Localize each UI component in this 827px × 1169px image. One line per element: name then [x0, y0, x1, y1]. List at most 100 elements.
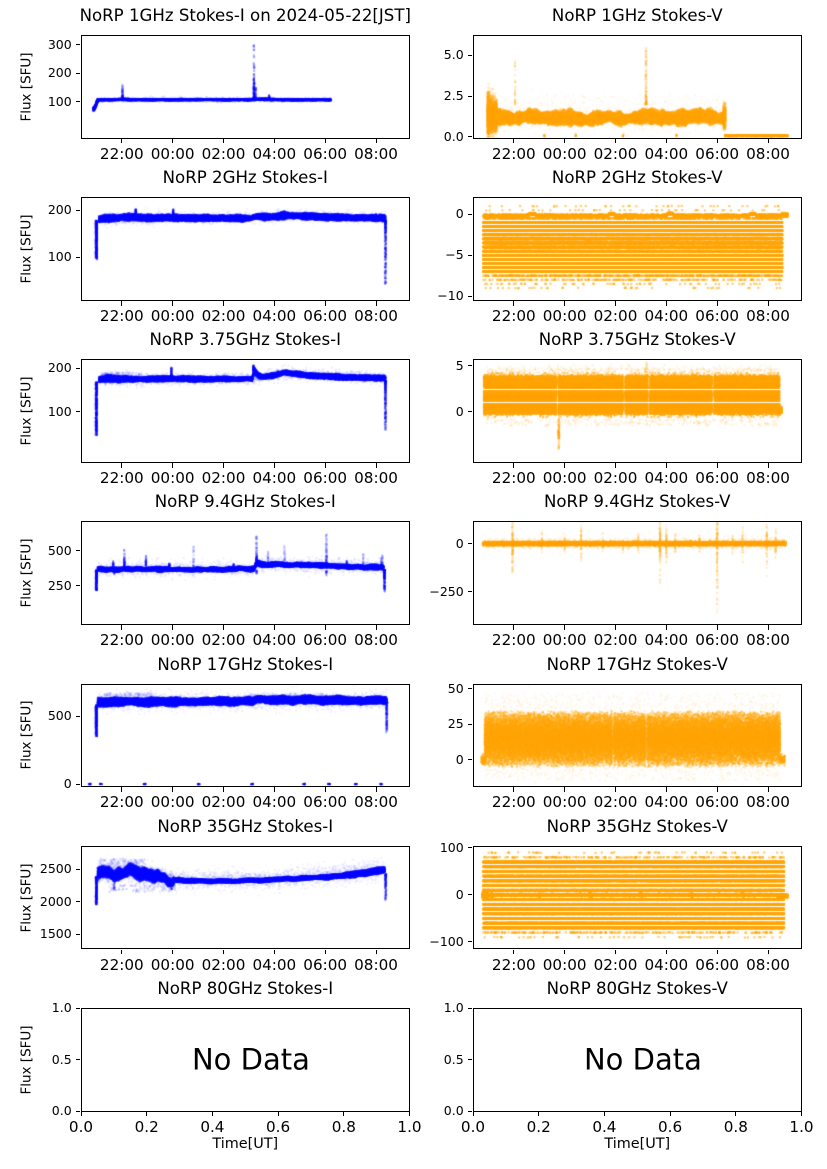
x-tick-label-norp-3.75ghz-stokes-i: 02:00 — [201, 469, 246, 488]
y-tick-label-norp-35ghz-stokes-v: 100 — [439, 839, 464, 855]
x-tick-label-norp-3.75ghz-stokes-v: 00:00 — [542, 469, 587, 488]
x-tick-norp-2ghz-stokes-i — [273, 300, 275, 306]
x-tick-label-norp-9.4ghz-stokes-v: 00:00 — [542, 631, 587, 650]
x-tick-label-norp-35ghz-stokes-v: 02:00 — [593, 955, 638, 974]
y-tick-norp-1ghz-stokes-i — [75, 101, 81, 103]
y-tick-norp-17ghz-stokes-v — [467, 688, 473, 690]
y-tick-label-norp-80ghz-stokes-i: 0.0 — [51, 1102, 72, 1118]
panel-norp-17ghz-stokes-i — [80, 683, 410, 788]
x-tick-label-norp-2ghz-stokes-i: 08:00 — [354, 306, 398, 325]
x-tick-label-norp-1ghz-stokes-i: 04:00 — [252, 144, 297, 163]
y-tick-label-norp-9.4ghz-stokes-i: 250 — [47, 577, 72, 593]
y-axis-label-norp-17ghz-stokes-i: Flux [SFU] — [17, 700, 34, 771]
panel-norp-80ghz-stokes-v — [472, 1007, 802, 1112]
y-tick-label-norp-80ghz-stokes-v: 0.0 — [443, 1102, 464, 1118]
title-norp-35ghz-stokes-v: NoRP 35GHz Stokes-V — [546, 816, 728, 836]
title-norp-1ghz-stokes-i: NoRP 1GHz Stokes-I on 2024-05-22[JST] — [79, 5, 411, 25]
y-tick-norp-2ghz-stokes-i — [75, 209, 81, 211]
y-tick-norp-80ghz-stokes-v — [467, 1007, 473, 1009]
x-tick-norp-9.4ghz-stokes-i — [375, 625, 377, 630]
x-tick-norp-35ghz-stokes-v — [665, 949, 667, 955]
title-norp-9.4ghz-stokes-i: NoRP 9.4GHz Stokes-I — [154, 492, 336, 512]
x-tick-label-norp-1ghz-stokes-v: 22:00 — [491, 144, 536, 163]
x-tick-label-norp-9.4ghz-stokes-v: 22:00 — [491, 631, 536, 650]
x-tick-label-norp-17ghz-stokes-i: 06:00 — [303, 793, 348, 812]
x-tick-label-norp-3.75ghz-stokes-i: 04:00 — [252, 469, 297, 488]
x-tick-norp-9.4ghz-stokes-i — [273, 625, 275, 630]
x-tick-norp-35ghz-stokes-v — [513, 949, 515, 955]
y-tick-label-norp-80ghz-stokes-v: 0.5 — [443, 1051, 464, 1067]
panel-norp-3.75ghz-stokes-v — [472, 359, 802, 463]
y-tick-label-norp-2ghz-stokes-v: 0 — [455, 206, 464, 222]
x-tick-label-norp-9.4ghz-stokes-v: 06:00 — [695, 631, 740, 650]
y-tick-norp-9.4ghz-stokes-i — [75, 550, 81, 552]
x-tick-label-norp-35ghz-stokes-i: 02:00 — [201, 955, 246, 974]
title-norp-9.4ghz-stokes-v: NoRP 9.4GHz Stokes-V — [543, 492, 731, 512]
y-tick-label-norp-3.75ghz-stokes-i: 100 — [47, 403, 72, 419]
y-tick-label-norp-2ghz-stokes-v: −10 — [437, 287, 464, 303]
x-tick-norp-80ghz-stokes-i — [211, 1111, 213, 1117]
x-tick-norp-17ghz-stokes-v — [614, 787, 616, 793]
y-tick-norp-2ghz-stokes-v — [467, 254, 473, 256]
x-tick-norp-2ghz-stokes-i — [324, 300, 326, 306]
x-tick-label-norp-1ghz-stokes-i: 08:00 — [354, 144, 398, 163]
x-tick-label-norp-80ghz-stokes-v: 0.4 — [592, 1117, 617, 1136]
x-tick-norp-2ghz-stokes-v — [767, 300, 769, 306]
x-tick-norp-3.75ghz-stokes-i — [172, 462, 174, 468]
x-tick-label-norp-3.75ghz-stokes-v: 02:00 — [593, 469, 638, 488]
x-tick-label-norp-9.4ghz-stokes-v: 04:00 — [644, 631, 689, 650]
x-tick-norp-1ghz-stokes-v — [716, 138, 718, 144]
y-tick-norp-2ghz-stokes-v — [467, 295, 473, 297]
x-tick-label-norp-3.75ghz-stokes-i: 06:00 — [303, 469, 348, 488]
y-tick-label-norp-3.75ghz-stokes-v: 0 — [455, 403, 464, 419]
x-tick-norp-80ghz-stokes-v — [538, 1111, 540, 1117]
x-tick-label-norp-35ghz-stokes-i: 06:00 — [303, 955, 348, 974]
x-tick-norp-1ghz-stokes-v — [665, 138, 667, 144]
title-norp-80ghz-stokes-v: NoRP 80GHz Stokes-V — [546, 978, 728, 998]
x-tick-norp-35ghz-stokes-i — [324, 949, 326, 955]
no-data-text-norp-80ghz-stokes-i: No Data — [191, 1042, 310, 1077]
x-tick-label-norp-1ghz-stokes-i: 22:00 — [99, 144, 144, 163]
y-tick-label-norp-17ghz-stokes-v: 0 — [455, 751, 464, 767]
x-tick-norp-35ghz-stokes-i — [121, 949, 123, 955]
x-tick-label-norp-2ghz-stokes-i: 22:00 — [99, 306, 144, 325]
y-tick-norp-3.75ghz-stokes-i — [75, 411, 81, 413]
title-norp-35ghz-stokes-i: NoRP 35GHz Stokes-I — [157, 816, 334, 836]
x-tick-label-norp-9.4ghz-stokes-i: 06:00 — [303, 631, 348, 650]
x-tick-norp-17ghz-stokes-i — [273, 787, 275, 793]
x-tick-label-norp-80ghz-stokes-i: 0.6 — [266, 1117, 291, 1136]
title-norp-3.75ghz-stokes-v: NoRP 3.75GHz Stokes-V — [538, 330, 736, 350]
y-tick-label-norp-1ghz-stokes-i: 300 — [47, 36, 72, 52]
y-tick-norp-1ghz-stokes-v — [467, 95, 473, 97]
x-tick-norp-3.75ghz-stokes-i — [273, 462, 275, 468]
x-tick-norp-1ghz-stokes-v — [513, 138, 515, 144]
x-tick-label-norp-80ghz-stokes-i: 0.0 — [68, 1117, 94, 1136]
x-tick-norp-35ghz-stokes-i — [172, 949, 174, 955]
y-axis-label-norp-9.4ghz-stokes-i: Flux [SFU] — [17, 538, 34, 608]
x-tick-label-norp-80ghz-stokes-i: 0.4 — [200, 1117, 225, 1136]
x-tick-label-norp-3.75ghz-stokes-v: 22:00 — [491, 469, 536, 488]
x-tick-norp-3.75ghz-stokes-v — [716, 462, 718, 468]
y-tick-norp-1ghz-stokes-v — [467, 54, 473, 56]
x-tick-label-norp-35ghz-stokes-v: 04:00 — [644, 955, 689, 974]
x-tick-label-norp-1ghz-stokes-i: 06:00 — [303, 144, 348, 163]
x-tick-norp-2ghz-stokes-v — [665, 300, 667, 306]
y-tick-label-norp-2ghz-stokes-i: 200 — [47, 202, 72, 218]
y-tick-norp-2ghz-stokes-i — [75, 256, 81, 258]
x-tick-label-norp-1ghz-stokes-v: 00:00 — [542, 144, 587, 163]
y-tick-norp-9.4ghz-stokes-v — [467, 543, 473, 545]
x-tick-norp-80ghz-stokes-i — [80, 1111, 82, 1117]
x-tick-norp-2ghz-stokes-v — [614, 300, 616, 306]
x-tick-norp-80ghz-stokes-i — [343, 1111, 345, 1117]
x-tick-label-norp-17ghz-stokes-v: 04:00 — [644, 793, 689, 812]
x-tick-norp-17ghz-stokes-v — [665, 787, 667, 793]
x-tick-norp-17ghz-stokes-v — [767, 787, 769, 793]
x-tick-label-norp-2ghz-stokes-v: 04:00 — [644, 306, 689, 325]
x-axis-label-norp-80ghz-stokes-v: Time[UT] — [604, 1135, 671, 1152]
y-tick-label-norp-2ghz-stokes-v: −5 — [445, 247, 464, 263]
title-norp-17ghz-stokes-v: NoRP 17GHz Stokes-V — [546, 654, 728, 674]
y-tick-norp-35ghz-stokes-i — [75, 901, 81, 903]
x-tick-label-norp-17ghz-stokes-v: 00:00 — [542, 793, 587, 812]
x-tick-label-norp-80ghz-stokes-v: 1.0 — [789, 1117, 814, 1136]
y-tick-norp-3.75ghz-stokes-v — [467, 411, 473, 413]
